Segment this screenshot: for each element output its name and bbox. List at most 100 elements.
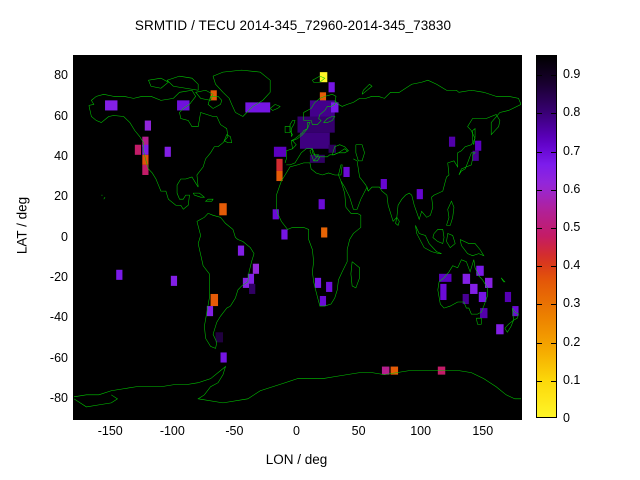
heatmap-cell bbox=[273, 146, 287, 157]
heatmap-cell bbox=[475, 140, 482, 151]
y-tick-label: -40 bbox=[49, 310, 68, 325]
heatmap-cell bbox=[504, 291, 512, 303]
coastline-path bbox=[459, 153, 475, 175]
heatmap-cell bbox=[210, 293, 219, 307]
x-tick-label: 100 bbox=[410, 424, 432, 438]
y-tick-label: 20 bbox=[54, 189, 68, 204]
coastline-path bbox=[74, 395, 117, 407]
coastline-path bbox=[447, 201, 454, 225]
heatmap-cell bbox=[416, 189, 423, 200]
heatmap-cell bbox=[220, 352, 227, 363]
x-tick-label: -150 bbox=[97, 424, 123, 438]
heatmap-cell bbox=[249, 283, 256, 294]
heatmap-cell bbox=[480, 308, 488, 319]
heatmap-cell bbox=[142, 164, 149, 175]
x-tick-label: 150 bbox=[472, 424, 494, 438]
colorbar-tick-mark bbox=[537, 266, 542, 268]
coastline-path bbox=[362, 84, 372, 94]
colorbar-tick-mark bbox=[551, 342, 556, 344]
coastline-path bbox=[473, 129, 475, 145]
heatmap-cell bbox=[276, 170, 283, 182]
chart-title: SRMTID / TECU 2014-345_72960-2014-345_73… bbox=[134, 18, 452, 33]
y-axis-title: LAT / deg bbox=[14, 196, 30, 255]
coastline-path bbox=[224, 135, 231, 143]
heatmap-cell bbox=[142, 154, 149, 165]
coastline-path bbox=[74, 367, 521, 403]
coastline-path bbox=[276, 163, 360, 306]
colorbar-tick-mark bbox=[551, 266, 556, 268]
coastline-path bbox=[324, 117, 335, 123]
heatmap-cell bbox=[321, 227, 328, 238]
heatmap-cell bbox=[314, 277, 322, 288]
coastline-path bbox=[501, 278, 505, 282]
colorbar-tick-mark bbox=[551, 189, 556, 191]
coastline-path bbox=[304, 94, 336, 124]
heatmap-cell bbox=[105, 100, 118, 111]
heatmap-cell bbox=[299, 132, 330, 149]
coastline-path bbox=[104, 197, 105, 199]
colorbar-tick-labels: 0.9 0.8 0.7 0.6 0.5 0.4 0.3 0.2 0.1 0 bbox=[563, 55, 623, 424]
coastline-path bbox=[290, 121, 295, 137]
heatmap-cell bbox=[247, 273, 255, 284]
heatmap-cell bbox=[142, 136, 149, 147]
heatmap-cell bbox=[237, 245, 245, 256]
coastline-path bbox=[206, 199, 213, 201]
colorbar-tick-label: 0.4 bbox=[563, 258, 581, 273]
coastline-path bbox=[460, 240, 484, 256]
heatmap-cell bbox=[164, 146, 171, 157]
heatmap-cell bbox=[512, 306, 519, 317]
y-tick-label: 80 bbox=[54, 68, 68, 83]
heatmap-cell bbox=[496, 324, 504, 335]
colorbar-tick-mark bbox=[537, 75, 542, 77]
colorbar-tick-mark bbox=[537, 113, 542, 115]
colorbar-tick-mark bbox=[551, 227, 556, 229]
colorbar-tick-mark bbox=[551, 75, 556, 77]
x-tick-label: 0 bbox=[293, 424, 300, 438]
x-axis-title: LON / deg bbox=[265, 452, 328, 467]
coastline-path bbox=[167, 76, 198, 90]
heatmap-cell bbox=[272, 209, 279, 220]
heatmap-cell bbox=[245, 102, 271, 113]
heatmap-cell bbox=[219, 203, 227, 216]
coastline-path bbox=[338, 165, 342, 175]
colorbar-tick-mark bbox=[537, 189, 542, 191]
coastline-path bbox=[89, 90, 228, 209]
heatmap-cell bbox=[215, 332, 223, 343]
colorbar-tick-label: 0.5 bbox=[563, 219, 581, 234]
coastline-path bbox=[438, 260, 488, 314]
heatmap-cell bbox=[206, 306, 214, 317]
heatmap-cell bbox=[331, 102, 339, 113]
colorbar-tick-mark bbox=[537, 342, 542, 344]
plot-area bbox=[73, 55, 522, 420]
heatmap-cell bbox=[281, 229, 288, 240]
coastline-path bbox=[415, 225, 441, 253]
coastline-path bbox=[285, 123, 310, 163]
y-tick-label: 0 bbox=[61, 229, 68, 244]
y-tick-label: 60 bbox=[54, 108, 68, 123]
y-axis-tick-labels: 80 60 40 20 0 -20 -40 -60 -80 bbox=[24, 0, 68, 480]
heatmap-cell bbox=[318, 199, 325, 210]
x-tick-label: -100 bbox=[159, 424, 185, 438]
coastline-path bbox=[476, 318, 481, 324]
plot-inner bbox=[74, 56, 521, 419]
colorbar-tick-mark bbox=[551, 304, 556, 306]
heatmap-cell bbox=[319, 295, 327, 307]
colorbar-tick-label: 0.9 bbox=[563, 67, 581, 82]
coastline-path bbox=[196, 90, 213, 100]
heatmap-cells-layer bbox=[105, 72, 519, 375]
heatmap-cell bbox=[478, 291, 487, 303]
heatmap-cell bbox=[210, 90, 217, 101]
coastline-path bbox=[447, 233, 456, 247]
heatmap-cell bbox=[309, 154, 325, 163]
colorbar-tick-label: 0.7 bbox=[563, 143, 581, 158]
heatmap-cell bbox=[142, 144, 149, 155]
colorbar-tick-mark bbox=[537, 304, 542, 306]
coastline-path bbox=[332, 145, 348, 155]
heatmap-cell bbox=[319, 72, 328, 83]
colorbar-tick-mark bbox=[537, 380, 542, 382]
coastline-path bbox=[335, 80, 521, 106]
heatmap-cell bbox=[448, 136, 456, 147]
colorbar-tick-mark bbox=[551, 151, 556, 153]
coastline-path bbox=[193, 193, 204, 197]
heatmap-cell bbox=[309, 100, 335, 117]
